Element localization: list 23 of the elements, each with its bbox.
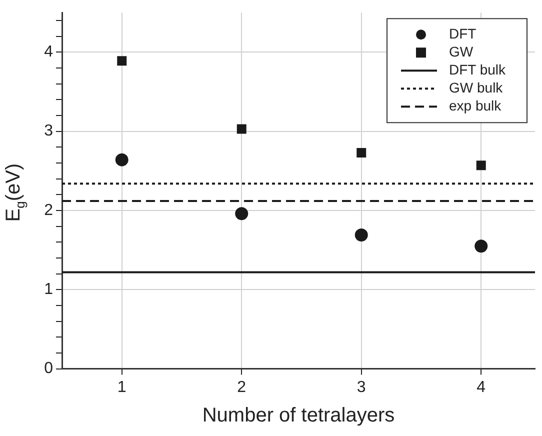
y-tick-label: 2 <box>44 202 54 219</box>
y-tick-label: 3 <box>44 122 54 140</box>
point <box>354 228 368 242</box>
point <box>236 124 246 134</box>
point <box>474 240 488 253</box>
y-tick-label: 4 <box>44 44 54 61</box>
point <box>117 56 127 66</box>
x-tick-label: 2 <box>237 378 246 396</box>
legend-label: GW bulk <box>449 79 504 96</box>
point <box>476 160 486 170</box>
point <box>115 153 128 166</box>
legend-label: exp bulk <box>449 97 502 114</box>
legend-label: DFT bulk <box>449 61 507 78</box>
x-tick-label: 1 <box>117 378 126 396</box>
y-tick-label: 0 <box>44 360 54 378</box>
x-axis-title: Number of tetralayers <box>202 404 395 427</box>
legend-label: GW <box>449 43 474 60</box>
y-tick-label: 1 <box>44 281 54 298</box>
point <box>356 148 366 158</box>
x-tick-label: 4 <box>476 378 486 396</box>
x-tick-label: 3 <box>356 378 366 396</box>
legend-label: DFT <box>449 25 477 42</box>
point <box>235 207 248 220</box>
